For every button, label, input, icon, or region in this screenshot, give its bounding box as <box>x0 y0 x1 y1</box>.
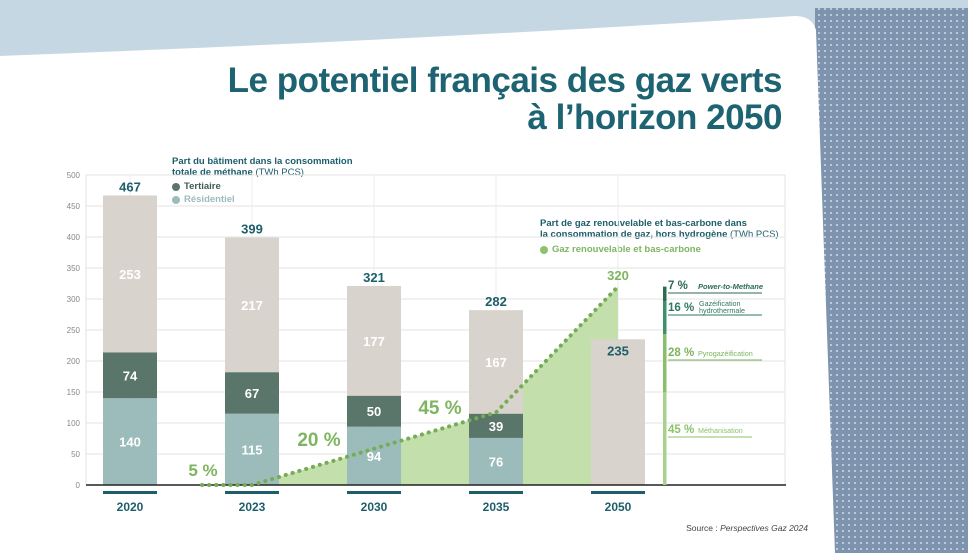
x-tick-mark <box>103 491 157 494</box>
legend-dot-renewable <box>540 245 548 254</box>
bar-total-label: 235 <box>607 343 629 358</box>
renewable-label: 20 % <box>297 430 340 451</box>
x-tick-mark <box>591 491 645 494</box>
bar-tertiaire <box>225 372 279 414</box>
x-tick-mark <box>469 491 523 494</box>
legend-building: Part du bâtiment dans la consommation to… <box>172 156 353 205</box>
y-tick-label: 150 <box>67 388 81 397</box>
y-tick-label: 200 <box>67 357 81 366</box>
bar-residentiel <box>103 398 157 485</box>
y-tick-label: 400 <box>67 233 81 242</box>
bar-other <box>347 285 401 396</box>
bar-total-2050 <box>591 339 645 485</box>
bar-residentiel-label: 115 <box>242 442 263 457</box>
source-note: Source : Perspectives Gaz 2024 <box>686 523 808 533</box>
renewable-area <box>252 286 618 485</box>
legend-item-renewable: Gaz renouvelable et bas-carbone <box>540 244 779 255</box>
y-tick-label: 350 <box>67 264 81 273</box>
bar-total-label: 467 <box>119 179 141 194</box>
bar-total-label: 321 <box>363 270 385 285</box>
bar-residentiel-label: 140 <box>119 435 141 450</box>
x-tick-label: 2050 <box>605 500 632 514</box>
bar-tertiaire <box>347 395 401 427</box>
bar-other <box>103 195 157 353</box>
legend-dot-residentiel <box>172 195 180 204</box>
legend-item-residentiel: Résidentiel <box>172 194 353 205</box>
bar-tertiaire-label: 74 <box>123 368 138 383</box>
breakdown-label: Power-to-Methane <box>698 282 763 291</box>
renewable-label: 320 <box>607 268 629 283</box>
bar-total-label: 282 <box>485 294 507 309</box>
breakdown-pct: 28 % <box>668 347 694 359</box>
bar-other-label: 217 <box>241 298 263 313</box>
breakdown-label: Pyrogazéification <box>698 349 753 358</box>
bar-residentiel-label: 76 <box>489 454 503 469</box>
bar-other <box>469 310 523 414</box>
breakdown-label: Méthanisation <box>698 426 743 435</box>
legend-item-tertiaire: Tertiaire <box>172 181 353 192</box>
x-tick-label: 2030 <box>361 500 388 514</box>
bar-other-label: 253 <box>119 267 141 282</box>
bar-residentiel <box>225 413 279 485</box>
bar-tertiaire <box>103 352 157 399</box>
y-tick-label: 500 <box>67 171 81 180</box>
bar-residentiel <box>347 426 401 485</box>
bar-other-label: 177 <box>363 334 385 349</box>
breakdown-segment <box>663 286 667 302</box>
legend-dot-tertiaire <box>172 182 180 191</box>
breakdown-label: hydrothermale <box>699 306 745 315</box>
x-tick-label: 2035 <box>483 500 510 514</box>
bar-other <box>225 237 279 373</box>
breakdown-segment <box>663 392 667 485</box>
y-tick-label: 100 <box>67 419 81 428</box>
breakdown-pct: 7 % <box>668 280 688 292</box>
bar-tertiaire-label: 50 <box>367 404 381 419</box>
renewable-label: 45 % <box>418 398 461 419</box>
building-photo-halftone <box>815 8 968 553</box>
breakdown-label: Gazéification <box>699 299 741 308</box>
x-tick-label: 2020 <box>117 500 144 514</box>
y-tick-label: 50 <box>71 450 80 459</box>
bar-other-label: 167 <box>485 355 507 370</box>
x-tick-label: 2023 <box>239 500 266 514</box>
x-tick-mark <box>347 491 401 494</box>
bar-tertiaire-label: 39 <box>489 419 503 434</box>
breakdown-segment <box>663 334 667 392</box>
breakdown-pct: 45 % <box>668 424 694 436</box>
bar-residentiel-label: 94 <box>367 449 382 464</box>
breakdown-pct: 16 % <box>668 302 694 314</box>
breakdown-segment <box>663 301 667 335</box>
renewable-line <box>200 284 620 487</box>
y-tick-label: 0 <box>76 481 81 490</box>
bar-tertiaire-label: 67 <box>245 386 259 401</box>
renewable-label: 5 % <box>188 461 217 480</box>
y-tick-label: 450 <box>67 202 81 211</box>
y-tick-label: 250 <box>67 326 81 335</box>
y-tick-label: 300 <box>67 295 81 304</box>
page-title: Le potentiel français des gaz verts à l’… <box>227 61 783 137</box>
x-tick-mark <box>225 491 279 494</box>
bar-residentiel <box>469 437 523 485</box>
legend-gas: Part de gaz renouvelable et bas-carbone … <box>540 218 779 255</box>
bar-total-label: 399 <box>241 222 263 237</box>
